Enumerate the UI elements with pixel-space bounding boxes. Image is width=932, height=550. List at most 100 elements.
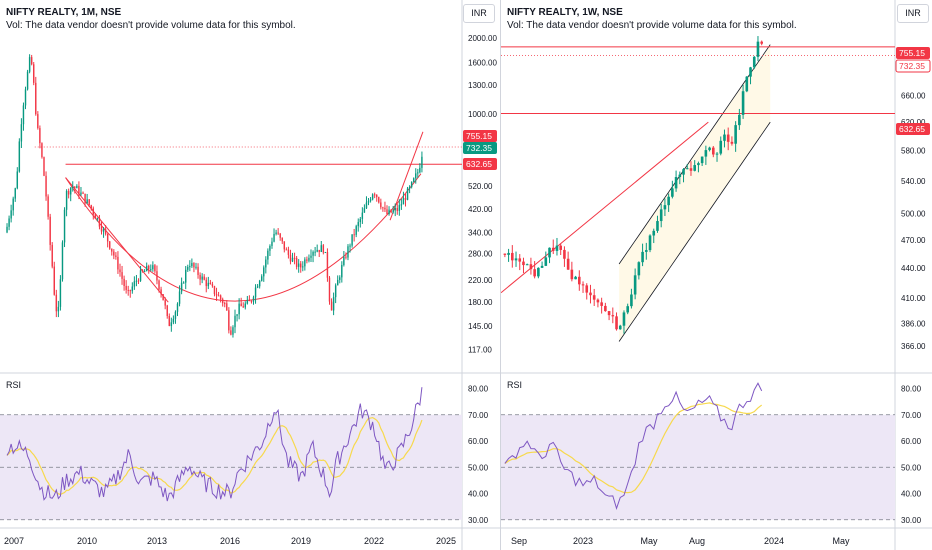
weekly-currency-button[interactable]: INR bbox=[897, 4, 929, 23]
candle-body bbox=[8, 218, 10, 227]
candle-body bbox=[730, 141, 734, 144]
rsi-tick-label: 60.00 bbox=[468, 437, 489, 446]
candle-body bbox=[267, 250, 269, 260]
candle-body bbox=[176, 303, 179, 312]
candle-body bbox=[745, 76, 749, 92]
candle-body bbox=[343, 256, 345, 265]
candle-body bbox=[224, 303, 226, 305]
candle-body bbox=[760, 41, 763, 44]
candle-body bbox=[135, 280, 138, 282]
candle-body bbox=[123, 278, 125, 286]
candle-body bbox=[738, 114, 741, 126]
candle-body bbox=[316, 249, 318, 252]
candle-body bbox=[371, 194, 374, 200]
weekly-chart-panel[interactable]: 710.00660.00620.00580.00540.00500.00470.… bbox=[501, 0, 932, 550]
weekly-chart-svg[interactable]: 710.00660.00620.00580.00540.00500.00470.… bbox=[501, 0, 932, 550]
candle-body bbox=[96, 218, 99, 220]
price-badge bbox=[463, 142, 497, 154]
price-tick-label: 520.00 bbox=[468, 182, 493, 191]
time-axis-label: May bbox=[832, 536, 850, 546]
candle-body bbox=[404, 198, 407, 200]
candle-body bbox=[119, 269, 121, 273]
price-tick-label: 180.00 bbox=[468, 298, 493, 307]
candle-body bbox=[78, 185, 80, 195]
candle-body bbox=[555, 245, 559, 251]
price-badge-label: 632.65 bbox=[899, 124, 925, 134]
monthly-chart-svg[interactable]: 2000.001600.001300.001000.00720.00520.00… bbox=[0, 0, 500, 550]
candle-body bbox=[551, 247, 555, 251]
candle-body bbox=[700, 156, 704, 164]
candle-body bbox=[98, 218, 101, 227]
candle-body bbox=[537, 267, 540, 277]
candle-body bbox=[410, 181, 413, 188]
price-tick-label: 500.00 bbox=[901, 210, 926, 219]
candle-body bbox=[615, 316, 618, 330]
candle-body bbox=[53, 266, 55, 295]
candle-body bbox=[306, 259, 308, 261]
time-axis-label: May bbox=[640, 536, 658, 546]
price-badge-label: 755.15 bbox=[899, 48, 925, 58]
time-axis-label: 2025 bbox=[436, 536, 456, 546]
price-badge-label: 732.35 bbox=[899, 61, 925, 71]
price-tick-label: 145.00 bbox=[468, 322, 493, 331]
candle-body bbox=[581, 284, 585, 286]
candle-body bbox=[199, 274, 201, 280]
candle-body bbox=[304, 259, 306, 267]
rsi-line bbox=[504, 382, 763, 511]
candle-body bbox=[667, 196, 670, 206]
candle-body bbox=[283, 241, 286, 250]
candle-body bbox=[150, 269, 152, 271]
candle-body bbox=[293, 257, 296, 259]
candle-body bbox=[133, 281, 136, 287]
candle-body bbox=[221, 299, 224, 304]
candle-body bbox=[330, 301, 333, 311]
candle-body bbox=[211, 284, 214, 287]
candle-body bbox=[250, 301, 253, 303]
price-tick-label: 410.00 bbox=[901, 294, 926, 303]
candle-body bbox=[300, 263, 302, 268]
candle-body bbox=[369, 199, 372, 201]
candle-body bbox=[633, 275, 637, 295]
candle-body bbox=[297, 263, 300, 267]
candle-body bbox=[205, 279, 207, 287]
candle-body bbox=[195, 266, 197, 268]
candle-body bbox=[80, 192, 82, 195]
candle-body bbox=[65, 190, 68, 210]
monthly-currency-button[interactable]: INR bbox=[463, 4, 495, 23]
candle-body bbox=[232, 327, 234, 335]
rsi-tick-label: 30.00 bbox=[901, 516, 922, 525]
price-tick-label: 1600.00 bbox=[468, 58, 497, 67]
price-tick-label: 2000.00 bbox=[468, 34, 497, 43]
time-axis-label: 2024 bbox=[764, 536, 784, 546]
time-axis-label: 2019 bbox=[291, 536, 311, 546]
candle-body bbox=[39, 128, 41, 144]
candle-body bbox=[544, 257, 548, 266]
price-badge bbox=[896, 123, 930, 135]
candle-body bbox=[630, 294, 633, 307]
weekly-rsi-label: RSI bbox=[507, 380, 523, 390]
candle-body bbox=[33, 64, 35, 83]
panel-divider[interactable] bbox=[500, 0, 501, 550]
candle-body bbox=[421, 156, 423, 168]
candle-body bbox=[189, 266, 191, 268]
candle-body bbox=[671, 188, 674, 197]
candle-body bbox=[648, 235, 652, 251]
candle-body bbox=[563, 249, 566, 259]
time-axis-label: 2023 bbox=[573, 536, 593, 546]
candle-body bbox=[396, 207, 398, 211]
candle-body bbox=[637, 262, 641, 276]
price-tick-label: 220.00 bbox=[468, 276, 493, 285]
candle-body bbox=[332, 297, 335, 311]
monthly-chart-panel[interactable]: 2000.001600.001300.001000.00720.00520.00… bbox=[0, 0, 500, 550]
candle-body bbox=[529, 264, 533, 270]
candle-body bbox=[756, 41, 760, 57]
candle-body bbox=[137, 280, 140, 282]
candle-body bbox=[84, 193, 86, 204]
candle-body bbox=[518, 258, 522, 262]
candle-body bbox=[378, 197, 380, 203]
candle-body bbox=[37, 114, 39, 129]
price-tick-label: 580.00 bbox=[901, 146, 926, 155]
price-tick-label: 470.00 bbox=[901, 236, 926, 245]
candle-body bbox=[275, 232, 277, 234]
candle-body bbox=[310, 255, 312, 258]
